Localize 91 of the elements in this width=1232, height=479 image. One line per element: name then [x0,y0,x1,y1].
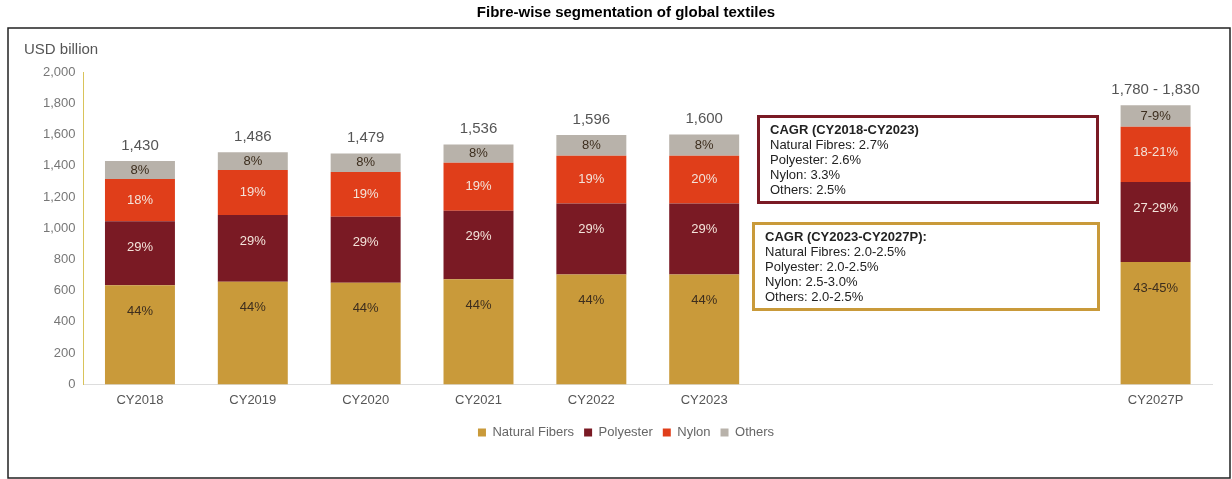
chart-title: Fibre-wise segmentation of global textiles [476,3,776,21]
bar [104,161,175,179]
bar [330,171,401,217]
bar [330,153,401,172]
bar [443,210,514,280]
annotation: CAGR (CY2023-CY2027P): Natural Fibres: 2.0-2.5% Polyester: 2.0-2.5% Nylon: 2.5-3.0% Others: 2.0-2.5% [765,229,927,304]
bar [669,155,740,204]
bar [669,134,740,156]
y-tick-label: 600 [53,282,76,298]
bar [556,155,627,204]
annotation: 44% [465,296,492,312]
bar [330,216,401,283]
x-tick-label: CY2019 [229,391,277,407]
total-label: 1,600 [685,109,723,127]
annotation: 8% [356,154,376,170]
bar [556,274,627,385]
text-box: CAGR (CY2018-CY2023) Natural Fibres: 2.7% Polyester: 2.6% Nylon: 3.3% Others: 2.5% [757,115,1099,204]
annotation: 44% [239,299,267,315]
bar [330,282,401,385]
y-tick-label: 800 [53,251,76,267]
bar [1120,126,1191,182]
bar [443,162,514,211]
total-label: 1,780 - 1,830 [1111,79,1200,97]
annotation: 27-29% [1133,199,1179,215]
annotation: 19% [239,184,267,200]
bar [217,152,288,171]
annotation: 20% [691,171,718,187]
annotation: 19% [352,185,380,201]
annotation: 29% [578,221,605,237]
bar [104,179,175,222]
bar [443,144,514,163]
bar [556,203,627,275]
x-tick-label: CY2022 [567,391,615,407]
total-label: 1,596 [572,109,611,127]
legend-label: Others [735,424,775,440]
text-box: CAGR (CY2023-CY2027P): Natural Fibres: 2.0-2.5% Polyester: 2.0-2.5% Nylon: 2.5-3.0% Others: 2.0-2.5% [752,222,1100,311]
y-tick-label: 1,600 [42,126,76,142]
annotation: 8% [243,152,263,168]
y-tick-label: 1,800 [42,94,76,110]
bar [217,215,288,282]
x-tick-label: CY2023 [680,391,728,407]
x-tick-label: CY2021 [455,391,502,407]
bar [669,274,740,385]
y-tick-label: 400 [53,313,76,329]
y-tick-label: 200 [53,344,76,360]
annotation: 29% [239,232,267,248]
annotation: 44% [352,300,380,316]
annotation: 18% [126,191,154,207]
y-tick-label: 0 [68,375,76,391]
x-tick-label: CY2027P [1127,391,1184,407]
total-label: 1,430 [121,135,159,153]
annotation: 8% [469,145,489,161]
bar [217,170,288,216]
y-tick-label: 1,200 [42,188,76,204]
annotation: 29% [126,238,154,254]
bar [443,279,514,385]
annotation: 44% [126,302,154,318]
total-label: 1,536 [459,119,498,137]
annotation: 19% [465,178,492,194]
annotation: CAGR (CY2018-CY2023) Natural Fibres: 2.7% Polyester: 2.6% Nylon: 3.3% Others: 2.5% [770,122,919,197]
bar [1120,261,1191,385]
legend-label: Polyester [598,424,654,440]
annotation: 29% [691,221,718,237]
legend-label: Natural Fibers [492,424,575,440]
bar [1120,105,1191,127]
annotation: 44% [578,292,605,308]
x-tick-label: CY2018 [116,391,164,407]
annotation: 8% [694,136,715,152]
total-label: 1,486 [234,126,272,144]
bar [104,285,175,385]
y-axis-title: USD billion [24,40,99,58]
bar [104,221,175,286]
annotation: 18-21% [1133,144,1179,160]
bar [556,135,627,156]
y-tick-label: 1,000 [42,219,76,235]
annotation: 7-9% [1140,107,1172,123]
annotation: 19% [578,171,605,187]
bar [669,203,740,275]
annotation: 29% [352,234,380,250]
y-tick-label: 2,000 [42,63,76,79]
annotation: 29% [465,228,492,244]
annotation: 43-45% [1133,279,1179,295]
x-tick-label: CY2020 [342,391,390,407]
total-label: 1,479 [346,128,385,146]
y-tick-label: 1,400 [42,157,76,173]
legend-label: Nylon [677,424,711,440]
annotation: 8% [581,136,602,152]
annotation: 44% [691,292,718,308]
bar [217,281,288,385]
annotation: 8% [130,161,150,177]
bar [1120,181,1191,262]
